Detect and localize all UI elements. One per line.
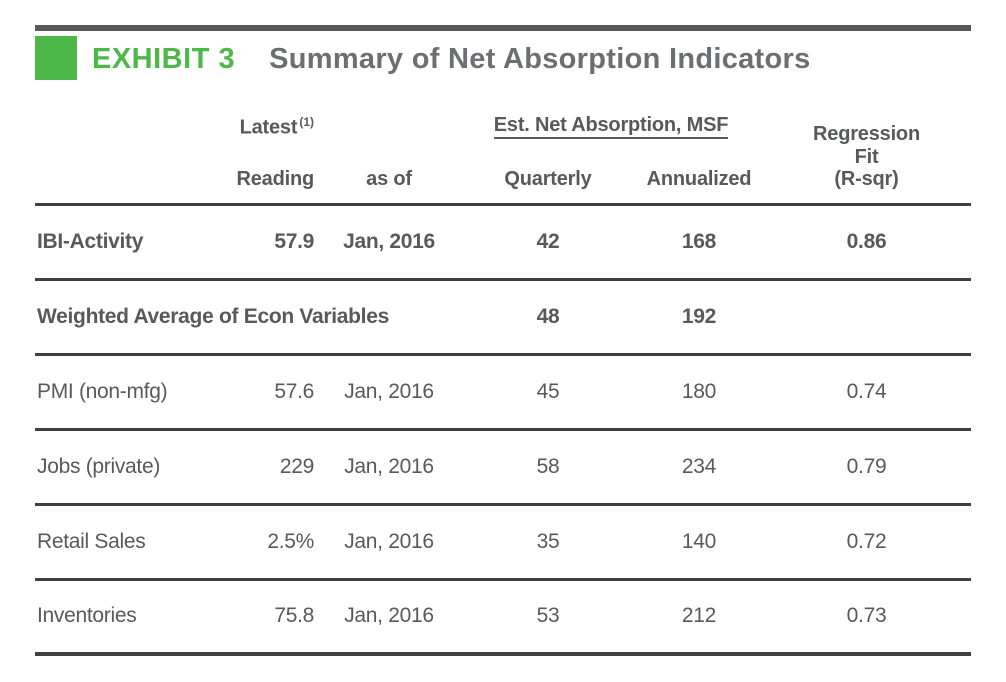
table-header: Latest (1) Est. Net Absorption, MSF Regre…	[35, 95, 971, 206]
row-annualized: 140	[636, 504, 762, 581]
row-r-sqr: 0.73	[762, 579, 971, 656]
page-title: Summary of Net Absorption Indicators	[269, 42, 811, 75]
table-header-row-top: Latest (1) Est. Net Absorption, MSF Regre…	[35, 95, 971, 206]
row-as-of: Jan, 2016	[318, 504, 460, 581]
row-quarterly: 45	[460, 354, 636, 431]
row-label: IBI-Activity	[35, 204, 188, 281]
row-r-sqr: 0.74	[762, 354, 971, 431]
table-row-weighted-average: Weighted Average of Econ Variables 48 19…	[35, 279, 971, 356]
row-as-of: Jan, 2016	[318, 429, 460, 506]
row-reading: 57.9	[188, 204, 318, 281]
row-label: Jobs (private)	[35, 429, 188, 506]
header-as-of: as of	[318, 151, 460, 206]
table-row-pmi: PMI (non-mfg) 57.6 Jan, 2016 45 180 0.74	[35, 354, 971, 431]
row-quarterly: 48	[460, 279, 636, 356]
row-quarterly: 35	[460, 504, 636, 581]
footnote-marker: (1)	[299, 114, 314, 129]
header-group-label: Est. Net Absorption, MSF	[493, 114, 728, 139]
exhibit-header: EXHIBIT 3 Summary of Net Absorption Indi…	[92, 36, 811, 82]
header-quarterly: Quarterly	[460, 151, 636, 206]
header-regression-fit: Regression Fit (R-sqr)	[762, 95, 971, 206]
row-annualized: 212	[636, 579, 762, 656]
header-reading: Reading	[188, 151, 318, 206]
row-r-sqr: 0.72	[762, 504, 971, 581]
header-regression-line1: Regression	[813, 123, 920, 146]
row-r-sqr: 0.86	[762, 204, 971, 281]
row-as-of: Jan, 2016	[318, 354, 460, 431]
top-divider-rule	[35, 25, 971, 31]
table-row-inventories: Inventories 75.8 Jan, 2016 53 212 0.73	[35, 579, 971, 656]
row-reading: 2.5%	[188, 504, 318, 581]
row-reading: 75.8	[188, 579, 318, 656]
row-reading: 57.6	[188, 354, 318, 431]
row-label: PMI (non-mfg)	[35, 354, 188, 431]
table-row-ibi-activity: IBI-Activity 57.9 Jan, 2016 42 168 0.86	[35, 204, 971, 281]
header-annualized: Annualized	[636, 151, 762, 206]
row-r-sqr	[762, 279, 971, 356]
row-annualized: 192	[636, 279, 762, 356]
table-row-jobs: Jobs (private) 229 Jan, 2016 58 234 0.79	[35, 429, 971, 506]
table-row-retail-sales: Retail Sales 2.5% Jan, 2016 35 140 0.72	[35, 504, 971, 581]
row-quarterly: 58	[460, 429, 636, 506]
row-label: Inventories	[35, 579, 188, 656]
row-reading: 229	[188, 429, 318, 506]
row-annualized: 234	[636, 429, 762, 506]
row-quarterly: 42	[460, 204, 636, 281]
row-quarterly: 53	[460, 579, 636, 656]
row-as-of: Jan, 2016	[318, 579, 460, 656]
header-asof-spacer	[318, 95, 460, 151]
row-as-of: Jan, 2016	[318, 204, 460, 281]
table-header-row-bottom: Reading as of Quarterly Annualized	[35, 151, 971, 206]
exhibit-marker-square	[35, 36, 77, 80]
header-latest-label: Latest	[239, 116, 298, 139]
row-label: Retail Sales	[35, 504, 188, 581]
row-annualized: 180	[636, 354, 762, 431]
header-regression-line2: Fit	[854, 145, 879, 168]
header-group-est-net-absorption: Est. Net Absorption, MSF	[460, 95, 762, 151]
net-absorption-indicators-table: Latest (1) Est. Net Absorption, MSF Regre…	[35, 95, 971, 656]
exhibit-tag: EXHIBIT 3	[92, 42, 236, 75]
table-body: IBI-Activity 57.9 Jan, 2016 42 168 0.86 …	[35, 204, 971, 656]
row-annualized: 168	[636, 204, 762, 281]
header-regression-line3: (R-sqr)	[834, 168, 899, 191]
row-r-sqr: 0.79	[762, 429, 971, 506]
header-indicator-spacer	[35, 95, 188, 206]
header-latest: Latest (1)	[188, 95, 318, 151]
row-label: Weighted Average of Econ Variables	[35, 279, 460, 356]
